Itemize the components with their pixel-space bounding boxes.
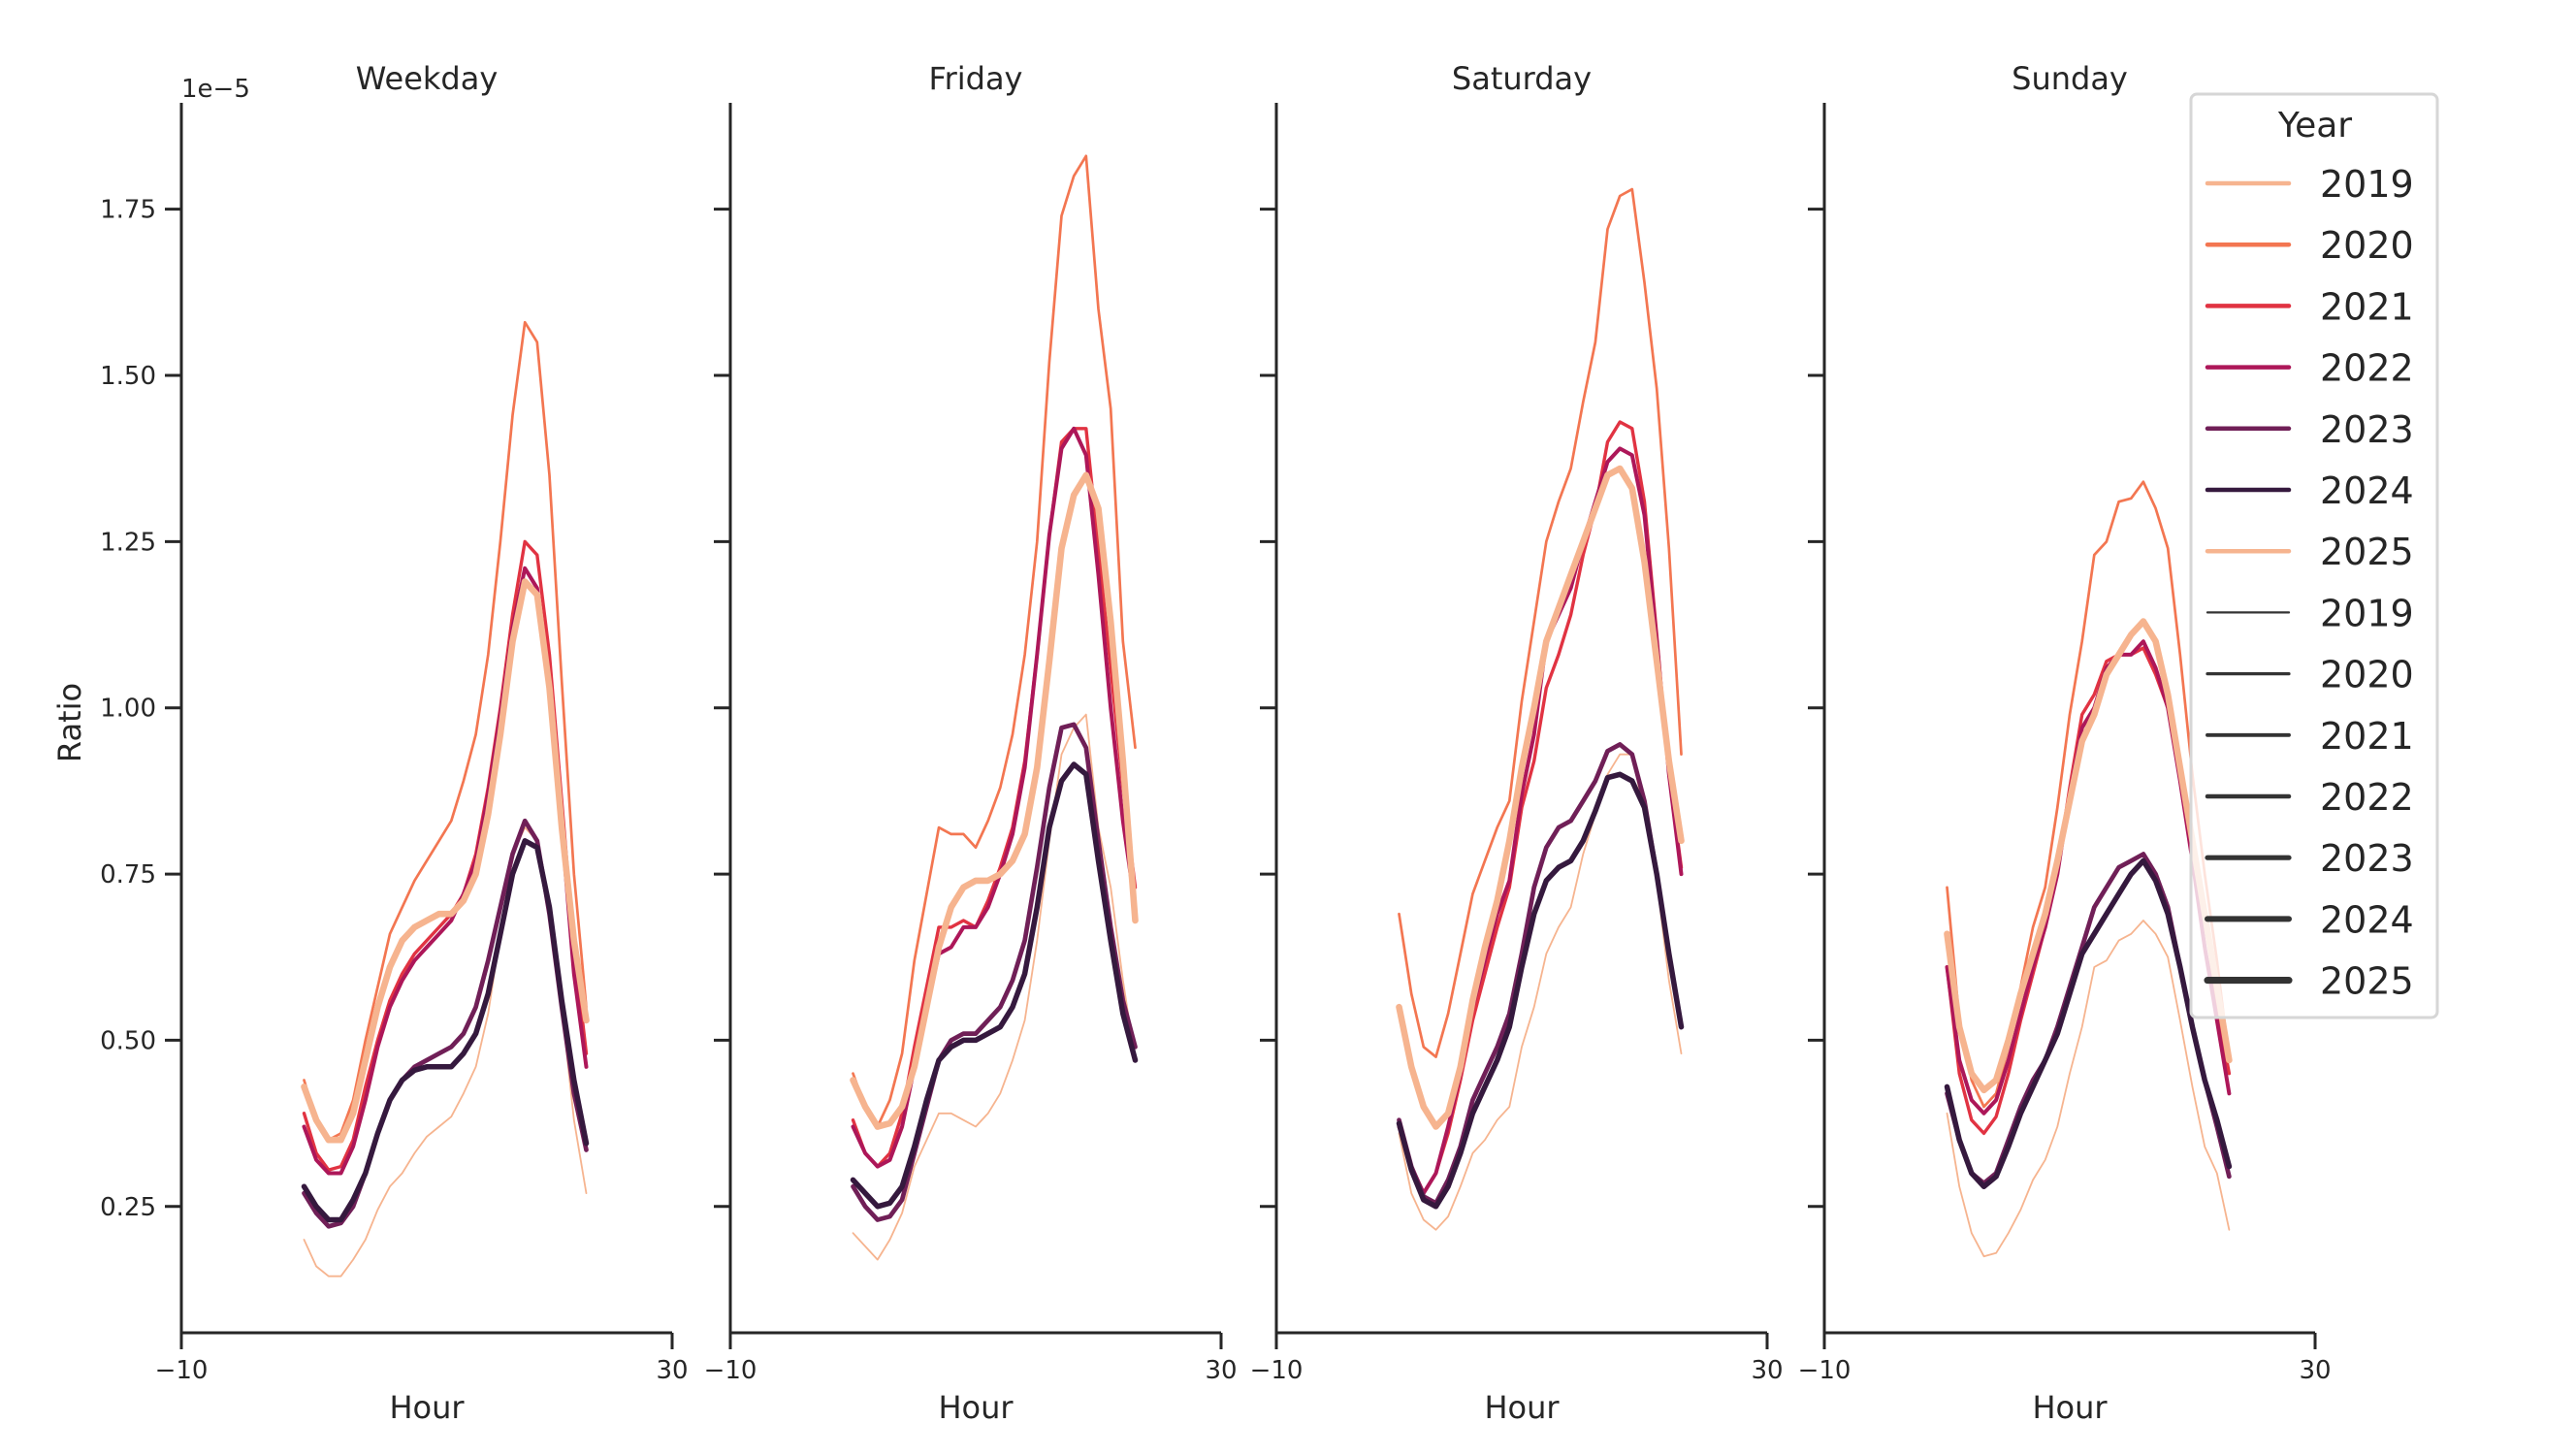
y-tick-label: 1.25: [100, 528, 156, 557]
series-line-2024: [1396, 771, 1685, 1210]
x-tick-label: −10: [155, 1356, 209, 1385]
y-tick-label: 0.75: [100, 860, 156, 889]
legend-label: 2020: [2320, 224, 2414, 267]
legend-label: 2025: [2320, 531, 2414, 573]
series-line-2020: [1398, 187, 1683, 1058]
series-line-2019: [852, 713, 1137, 1261]
series-line-2025: [850, 471, 1139, 1130]
series-line-2021: [851, 427, 1138, 1169]
legend-label: 2019: [2320, 163, 2414, 206]
legend-label: 2025: [2320, 960, 2414, 1003]
legend-label: 2024: [2320, 898, 2414, 941]
y-offset-label: 1e−5: [181, 75, 250, 104]
panel-weekday: Weekday 0.25 0.50 0.75 1.00 1.25 1.50 1.75 −10 30…: [100, 60, 688, 1426]
legend-label: 2022: [2320, 347, 2414, 390]
series-line-2020: [303, 320, 588, 1142]
series-line-2023: [851, 722, 1138, 1222]
x-tick-label: 30: [2299, 1356, 2331, 1385]
series-line-2024: [1944, 857, 2233, 1189]
x-tick-label: 30: [1205, 1356, 1237, 1385]
legend-label: 2021: [2320, 285, 2414, 328]
series-line-2020: [852, 154, 1137, 1128]
x-tick-label: −10: [1250, 1356, 1304, 1385]
x-tick-label: −10: [1798, 1356, 1852, 1385]
legend-label: 2023: [2320, 408, 2414, 451]
x-tick-label: −10: [704, 1356, 757, 1385]
x-tick-label: 30: [656, 1356, 688, 1385]
series-line-2022: [1397, 446, 1684, 1196]
panel-friday: Friday −10 30 Hour: [704, 60, 1238, 1426]
series-line-2025: [301, 578, 590, 1144]
y-axis-label: Ratio: [51, 683, 88, 762]
legend-label: 2024: [2320, 469, 2414, 512]
y-tick-label: 1.75: [100, 196, 156, 225]
panel-title: Saturday: [1452, 60, 1592, 97]
legend-title: Year: [2277, 106, 2352, 146]
legend-label: 2022: [2320, 776, 2414, 819]
legend-label: 2020: [2320, 654, 2414, 696]
x-axis-label: Hour: [1484, 1389, 1560, 1426]
panel-title: Sunday: [2012, 60, 2128, 97]
panel-saturday: Saturday −10 30 Hour: [1250, 60, 1784, 1426]
series-line-2019: [1946, 920, 2231, 1258]
y-tick-label: 1.50: [100, 362, 156, 391]
y-tick-label: 0.25: [100, 1193, 156, 1222]
series-line-2023: [1945, 852, 2232, 1186]
x-axis-label: Hour: [389, 1389, 465, 1426]
panel-title: Friday: [929, 60, 1023, 97]
series-line-2021: [302, 539, 589, 1172]
series-line-2020: [1946, 480, 2231, 1109]
legend-frame: [2189, 92, 2439, 1019]
legend-label: 2021: [2320, 715, 2414, 758]
x-axis-label: Hour: [2032, 1389, 2108, 1426]
y-tick-label: 0.50: [100, 1026, 156, 1055]
series-line-2024: [301, 838, 590, 1223]
series-line-2023: [1397, 742, 1684, 1206]
series-line-2025: [1944, 618, 2233, 1094]
legend: Year 2019 2020 2021 2022 2023 2024 2025 2019 202…: [2189, 92, 2439, 1019]
panel-sunday: Sunday −10 30 Hour: [1798, 60, 2332, 1426]
legend-label: 2019: [2320, 592, 2414, 634]
y-tick-label: 1.00: [100, 695, 156, 724]
series-line-2025: [1396, 465, 1685, 1130]
series-line-2024: [850, 761, 1139, 1210]
x-axis-label: Hour: [938, 1389, 1014, 1426]
panel-title: Weekday: [356, 60, 499, 97]
legend-label: 2023: [2320, 837, 2414, 880]
x-tick-label: 30: [1751, 1356, 1783, 1385]
